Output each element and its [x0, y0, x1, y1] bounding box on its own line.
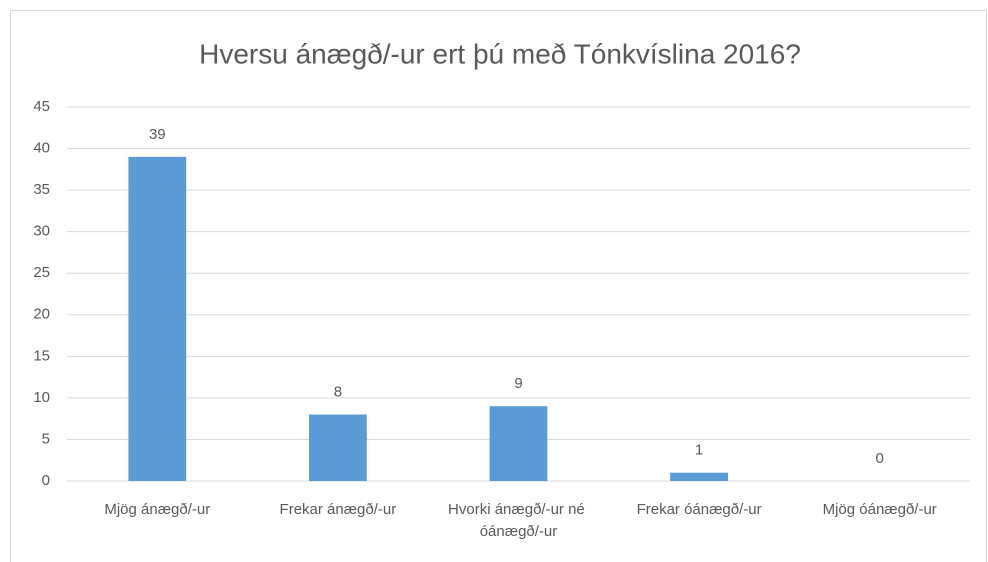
data-label: 9 — [514, 375, 522, 392]
data-label: 39 — [149, 126, 166, 143]
y-tick-label: 45 — [33, 98, 50, 115]
chart-title: Hversu ánægð/-ur ert þú með Tónkvíslina … — [199, 38, 801, 69]
bar — [128, 156, 187, 481]
x-tick-label: Mjög óánægð/-ur — [823, 501, 937, 518]
y-tick-label: 40 — [33, 140, 50, 157]
data-label: 0 — [876, 450, 884, 467]
x-tick-label: Frekar óánægð/-ur — [637, 501, 762, 518]
y-tick-label: 0 — [42, 472, 50, 489]
bar — [309, 414, 367, 481]
y-tick-label: 35 — [33, 181, 50, 198]
y-tick-label: 30 — [33, 223, 50, 240]
y-tick-label: 25 — [33, 264, 50, 281]
y-tick-label: 15 — [33, 347, 50, 364]
x-tick-label: Mjög ánægð/-ur — [104, 501, 210, 518]
bar — [489, 406, 548, 481]
y-tick-label: 10 — [33, 389, 50, 406]
x-tick-label: Hvorki ánægð/-ur né óánægð/-ur — [448, 501, 589, 540]
x-tick-label: Frekar ánægð/-ur — [280, 501, 397, 518]
data-label: 8 — [334, 383, 342, 400]
bar — [670, 472, 728, 481]
data-label: 1 — [695, 442, 703, 459]
y-tick-label: 20 — [33, 306, 50, 323]
y-tick-label: 5 — [42, 430, 50, 447]
